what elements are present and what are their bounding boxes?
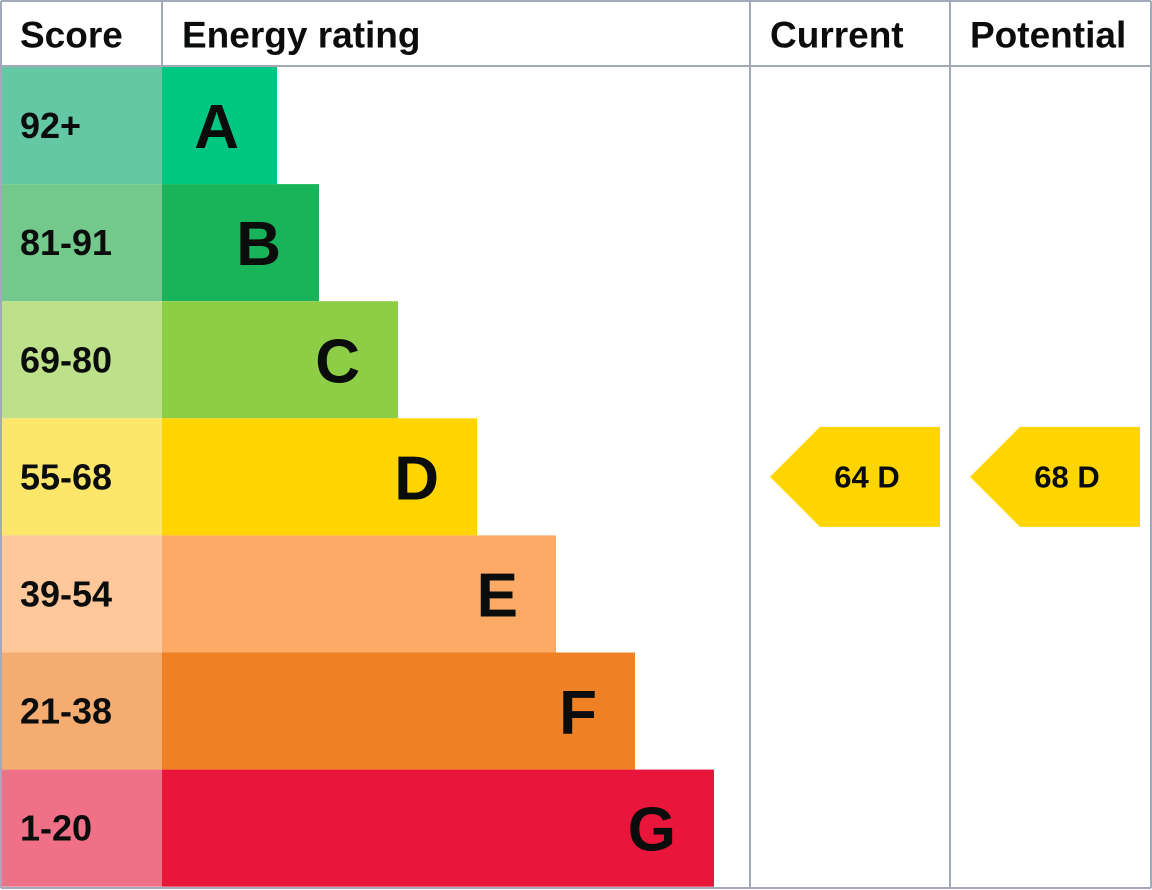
header-score: Score [20,15,123,56]
score-cell [1,652,162,770]
rating-letter: F [559,679,597,748]
score-cell [1,301,162,419]
rating-bar [162,769,714,887]
rating-bar [162,652,635,770]
header-energy-rating: Energy rating [182,15,421,56]
score-label: 81-91 [20,222,112,263]
score-cell [1,535,162,653]
current-arrow [770,426,940,527]
potential-label: 68 D [1034,459,1099,494]
current-label: 64 D [834,459,899,494]
rating-letter: C [315,327,360,396]
score-label: 1-20 [20,808,92,849]
score-label: 21-38 [20,691,112,732]
potential-arrow [970,426,1140,527]
score-cell [1,769,162,887]
rating-letter: D [394,444,439,513]
score-cell [1,184,162,302]
rating-letter: E [477,561,518,630]
header-current: Current [770,15,904,56]
rating-bar [162,67,277,185]
rating-letter: G [628,796,676,865]
score-label: 69-80 [20,339,112,380]
rating-bar [162,535,556,653]
header-potential: Potential [970,15,1126,56]
score-cell [1,418,162,536]
rating-bar [162,184,319,302]
score-label: 55-68 [20,456,112,497]
rating-letter: B [236,210,281,279]
score-cell [1,67,162,185]
rating-bar [162,418,477,536]
score-label: 92+ [20,105,81,146]
rating-bar [162,301,398,419]
score-label: 39-54 [20,573,112,614]
rating-letter: A [194,93,239,162]
